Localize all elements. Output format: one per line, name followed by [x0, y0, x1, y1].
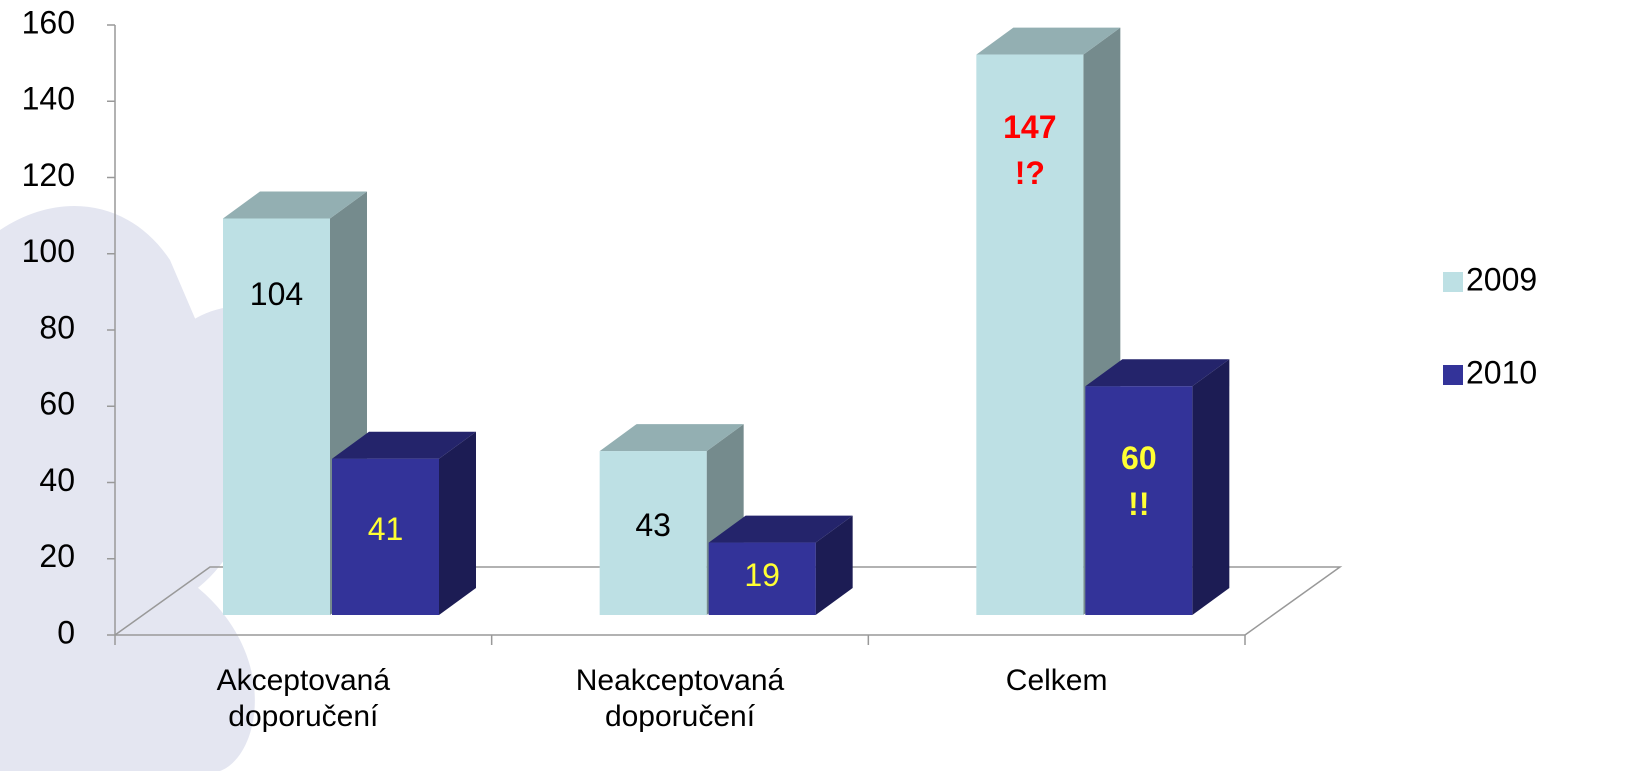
legend-swatch — [1443, 272, 1463, 292]
bar-top — [223, 191, 367, 219]
data-label: 104 — [249, 275, 304, 312]
data-label: 19 — [744, 557, 780, 594]
data-label: 147 !? — [1003, 108, 1057, 191]
bar — [599, 451, 707, 615]
x-tick-label: Celkem — [1005, 664, 1108, 697]
bar — [1085, 386, 1193, 615]
bar — [223, 218, 330, 615]
bar-top — [599, 424, 744, 452]
y-tick-label: 40 — [39, 462, 75, 498]
y-tick-label: 140 — [22, 81, 75, 117]
bar — [332, 458, 439, 615]
data-label: 43 — [635, 506, 671, 543]
data-label: 41 — [367, 511, 404, 548]
bar-side — [1192, 359, 1230, 615]
bar-top — [1085, 359, 1230, 387]
y-tick-label: 20 — [39, 538, 75, 574]
bar-side — [815, 515, 853, 615]
x-tick-label: Neakceptovaná doporučení — [575, 664, 785, 733]
legend-label: 2009 — [1466, 261, 1537, 297]
y-tick-label: 120 — [22, 157, 75, 193]
data-label: 60 !! — [1121, 440, 1157, 523]
y-tick-label: 80 — [39, 309, 75, 345]
bar-top — [976, 27, 1121, 55]
y-tick-label: 160 — [22, 4, 75, 40]
y-tick-label: 0 — [57, 614, 75, 650]
bar-side — [439, 431, 476, 615]
y-tick-label: 60 — [39, 386, 75, 422]
bar — [708, 542, 816, 615]
x-tick-label: Akceptovaná doporučení — [216, 664, 391, 733]
legend-label: 2010 — [1466, 354, 1537, 390]
y-tick-label: 100 — [22, 233, 75, 269]
legend-swatch — [1443, 365, 1463, 385]
bar — [976, 54, 1084, 615]
bar-top — [708, 515, 853, 543]
bar-top — [332, 431, 476, 459]
